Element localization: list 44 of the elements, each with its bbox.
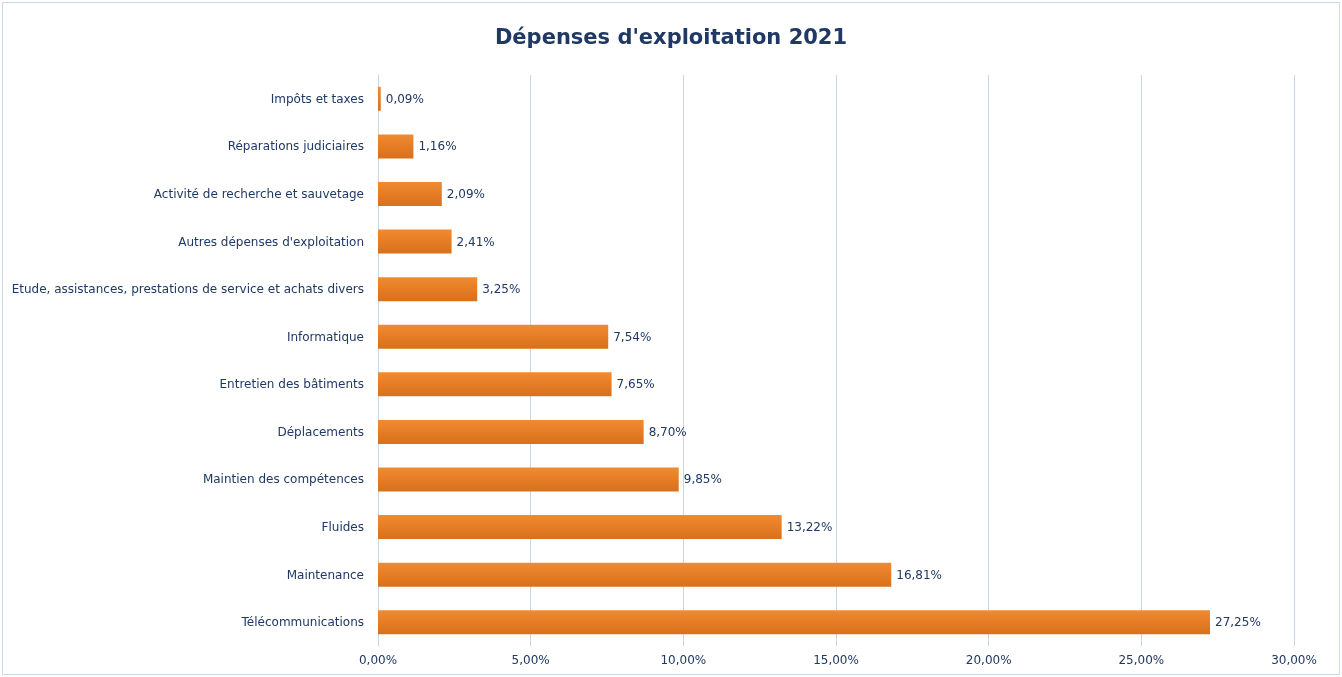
y-tick-label: Télécommunications <box>240 615 364 630</box>
y-tick-label: Maintien des compétences <box>202 472 364 487</box>
data-label: 3,25% <box>482 282 521 297</box>
x-tick-label: 25,00% <box>1118 653 1165 667</box>
bar <box>378 277 478 302</box>
x-tick-label: 20,00% <box>965 653 1012 667</box>
bar <box>378 562 892 587</box>
chart-title: Dépenses d'exploitation 2021 <box>494 24 848 49</box>
data-label: 9,85% <box>683 472 722 487</box>
bar <box>378 86 381 111</box>
bar <box>378 372 612 397</box>
y-tick-label: Réparations judiciaires <box>227 139 364 154</box>
data-label: 1,16% <box>418 139 457 154</box>
data-label: 13,22% <box>786 520 833 535</box>
y-tick-label: Impôts et taxes <box>270 91 364 106</box>
bar <box>378 610 1211 635</box>
x-tick-label: 5,00% <box>511 653 550 667</box>
y-tick-label: Entretien des bâtiments <box>219 377 364 392</box>
y-tick-label: Fluides <box>321 520 364 535</box>
x-tick-label: 30,00% <box>1271 653 1317 667</box>
y-tick-label: Autres dépenses d'exploitation <box>178 234 364 249</box>
x-tick-label: 0,00% <box>358 653 398 667</box>
data-label: 27,25% <box>1215 615 1261 630</box>
data-label: 8,70% <box>648 424 687 439</box>
bar <box>378 134 414 159</box>
data-label: 7,54% <box>613 329 652 344</box>
y-tick-label: Maintenance <box>286 567 364 582</box>
x-tick-label: 15,00% <box>813 653 859 667</box>
bar <box>378 324 609 349</box>
bar <box>378 419 644 444</box>
y-tick-label: Etude, assistances, prestations de service et achats divers <box>11 282 364 297</box>
bar <box>378 515 782 540</box>
bar <box>378 181 442 206</box>
x-tick-label: 10,00% <box>660 653 707 667</box>
data-label: 7,65% <box>616 377 655 392</box>
bar <box>378 229 452 254</box>
bar <box>378 467 679 492</box>
data-label: 16,81% <box>896 567 943 582</box>
y-tick-label: Informatique <box>286 329 364 344</box>
data-label: 2,09% <box>446 186 485 201</box>
data-label: 0,09% <box>385 91 424 106</box>
y-tick-label: Activité de recherche et sauvetage <box>153 186 364 201</box>
y-tick-label: Déplacements <box>277 424 364 439</box>
data-label: 2,41% <box>456 234 495 249</box>
